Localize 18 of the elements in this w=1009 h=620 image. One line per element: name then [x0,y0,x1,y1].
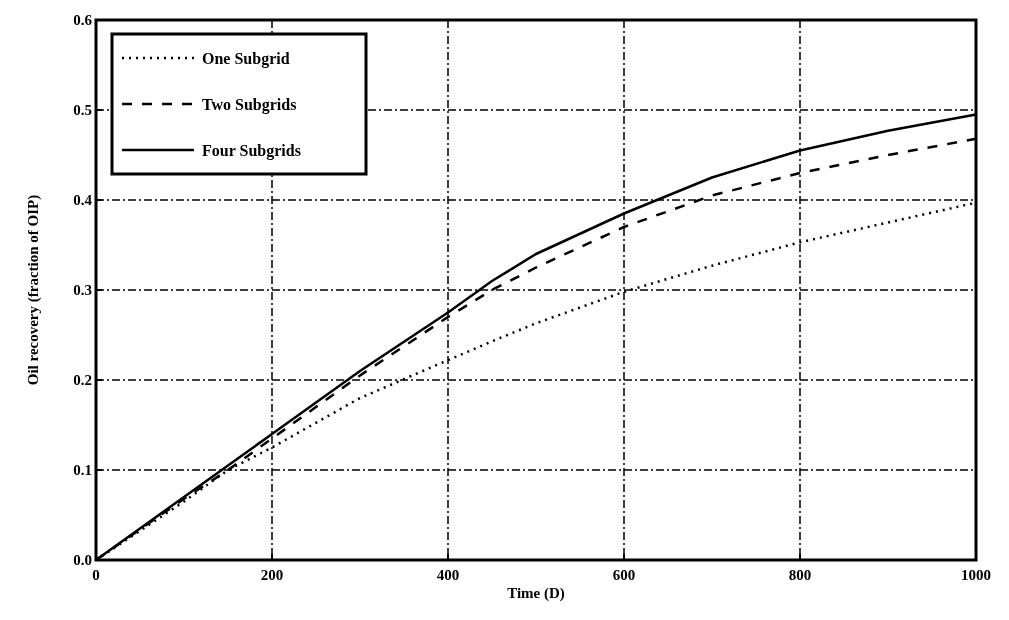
legend-label: Two Subgrids [202,96,297,114]
x-tick-label: 400 [436,567,460,583]
legend-label: One Subgrid [202,50,290,68]
y-tick-label: 0.6 [73,12,93,28]
x-tick-label: 800 [788,567,812,583]
y-tick-label: 0.1 [73,462,92,478]
x-tick-label: 0 [92,567,100,583]
y-tick-label: 0.4 [73,192,93,208]
y-tick-label: 0.2 [73,372,92,388]
x-tick-label: 1000 [961,567,991,583]
y-axis-title: Oil recovery (fraction of OIP) [25,194,42,386]
y-tick-label: 0.0 [73,552,92,568]
legend-label: Four Subgrids [202,142,301,160]
x-tick-label: 600 [612,567,636,583]
y-tick-label: 0.3 [73,282,92,298]
y-tick-label: 0.5 [73,102,92,118]
x-tick-label: 200 [260,567,284,583]
x-axis-title: Time (D) [507,585,565,602]
